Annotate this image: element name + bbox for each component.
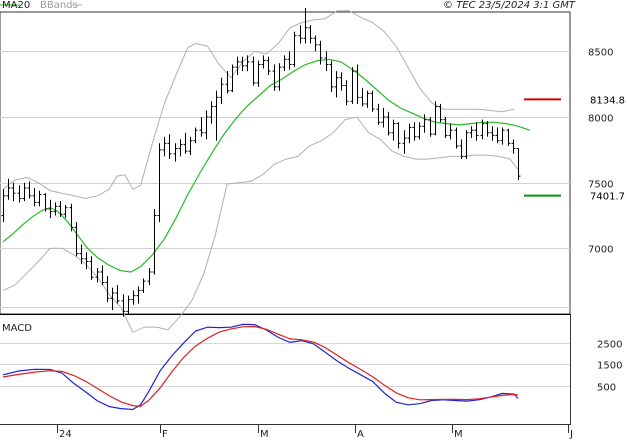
bband-lower: [2, 116, 519, 334]
macd-line: [2, 323, 519, 411]
macd-tick-label: 2500: [597, 340, 622, 351]
x-tick-label: M: [454, 429, 463, 440]
price-tick-label: 7500: [588, 180, 613, 191]
bband-upper: [2, 10, 515, 200]
macd-tick-label: 1500: [597, 361, 622, 372]
x-tick-label: M: [260, 429, 269, 440]
x-tick-label: A: [357, 429, 364, 440]
macd-lines: [2, 323, 519, 411]
ma20-line: [2, 58, 530, 273]
legend-bbands-label: BBands: [40, 0, 78, 11]
price-tick-label: 8000: [588, 114, 613, 125]
axis-labels: 8500 8000 7500 7000 2500 1500 500 24 F M A M J: [57, 48, 622, 440]
price-bars: [1, 8, 521, 317]
support-label: 7401.7: [590, 192, 625, 203]
macd-title: MACD: [2, 323, 32, 334]
signal-line: [2, 325, 519, 407]
macd-tick-label: 500: [597, 383, 616, 394]
x-tick-label: 24: [59, 429, 72, 440]
x-tick-label: F: [162, 429, 168, 440]
bollinger-bands: [2, 10, 519, 334]
copyright-notice: © TEC 23/5/2024 3:1 GMT: [443, 0, 576, 11]
legend-ma20-label: MA20: [2, 0, 30, 11]
x-tick-label: J: [569, 429, 573, 440]
gridlines: [0, 51, 570, 387]
ma20-series: [2, 58, 530, 273]
price-tick-label: 8500: [588, 48, 613, 59]
price-tick-label: 7000: [588, 245, 613, 256]
support-resistance-levels: 8134.8 7401.7: [524, 95, 625, 203]
resistance-label: 8134.8: [590, 95, 625, 106]
